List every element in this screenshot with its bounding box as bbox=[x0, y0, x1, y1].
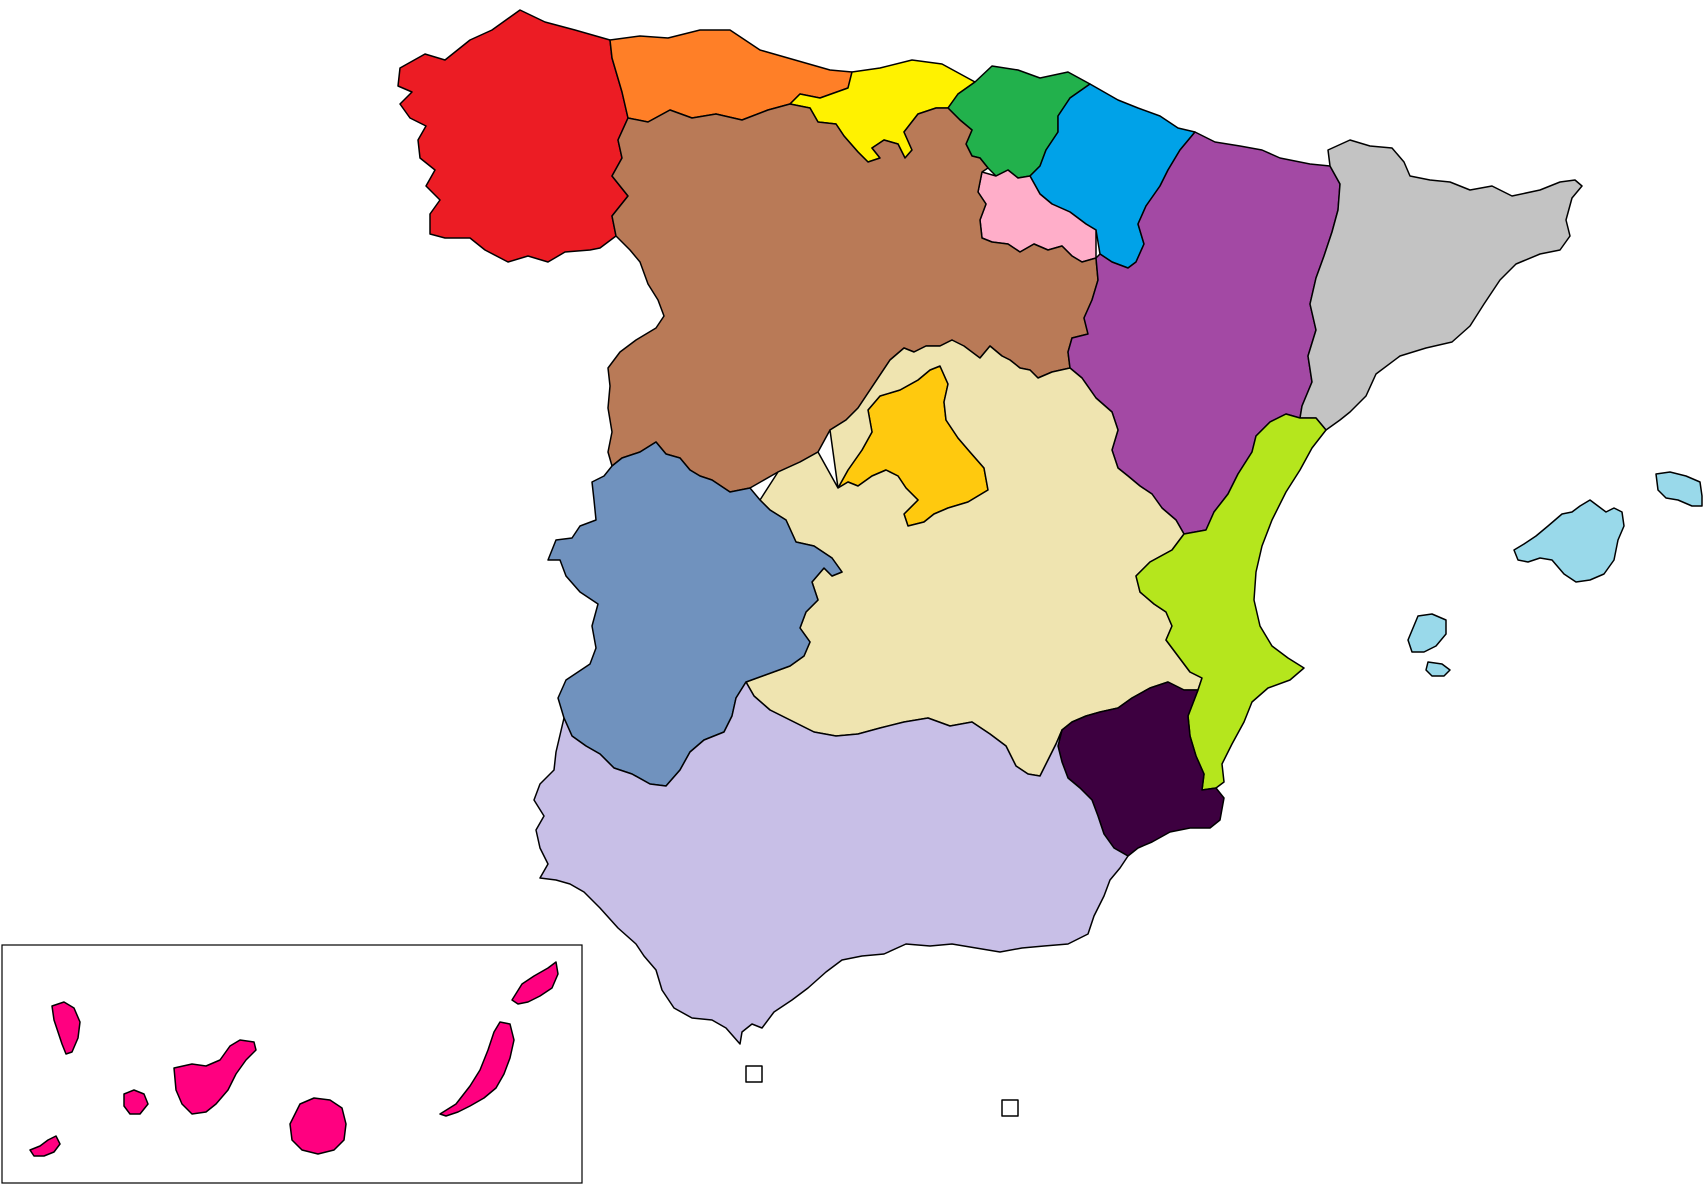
island-ibiza[interactable] bbox=[1407, 613, 1447, 653]
region-cataluna[interactable] bbox=[1299, 139, 1583, 431]
region-islas-canarias[interactable] bbox=[29, 961, 559, 1157]
canarias-inset bbox=[1, 944, 583, 1184]
island-lanzarote[interactable] bbox=[511, 961, 559, 1005]
island-la-palma[interactable] bbox=[51, 1001, 81, 1055]
island-fuerteventura[interactable] bbox=[439, 1021, 515, 1117]
region-galicia[interactable] bbox=[397, 9, 629, 263]
region-andalucia[interactable] bbox=[533, 681, 1129, 1045]
region-ceuta[interactable] bbox=[745, 1065, 763, 1083]
region-melilla[interactable] bbox=[1001, 1099, 1019, 1117]
island-formentera[interactable] bbox=[1425, 661, 1451, 677]
island-gran-canaria[interactable] bbox=[289, 1097, 347, 1155]
island-el-hierro[interactable] bbox=[29, 1135, 61, 1157]
island-mallorca[interactable] bbox=[1513, 499, 1625, 583]
island-menorca[interactable] bbox=[1655, 471, 1703, 507]
island-la-gomera[interactable] bbox=[123, 1089, 149, 1115]
island-tenerife[interactable] bbox=[173, 1039, 257, 1115]
region-islas-baleares[interactable] bbox=[1407, 471, 1703, 677]
